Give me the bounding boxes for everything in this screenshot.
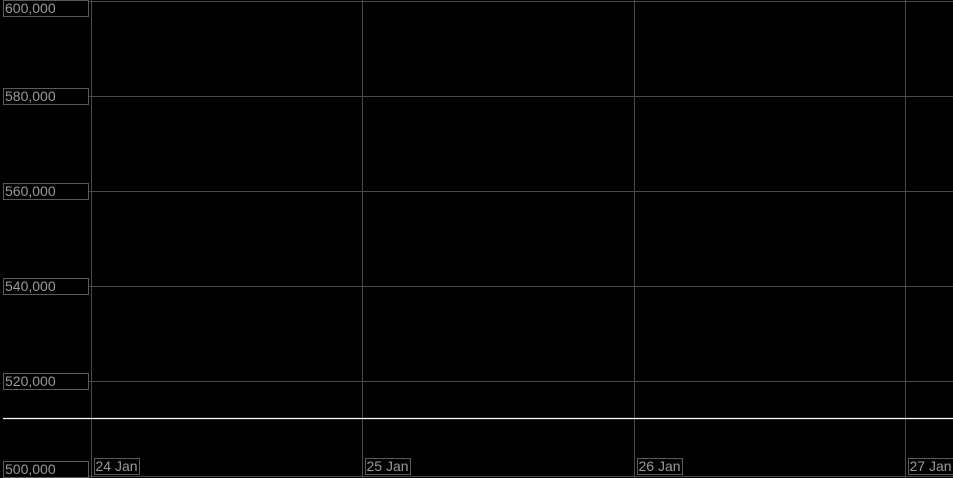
y-tick-label: 600,000 [3, 0, 89, 17]
y-tick-label: 560,000 [3, 183, 89, 200]
x-tick-label: 24 Jan [93, 458, 140, 475]
y-tick-label: 500,000 [3, 461, 89, 478]
y-tick-label: 520,000 [3, 373, 89, 390]
y-tick-label: 580,000 [3, 88, 89, 105]
x-tick-label: 25 Jan [364, 458, 411, 475]
y-tick-label: 540,000 [3, 278, 89, 295]
x-tick-label: 26 Jan [636, 458, 683, 475]
x-tick-label: 27 Jan [907, 458, 953, 475]
